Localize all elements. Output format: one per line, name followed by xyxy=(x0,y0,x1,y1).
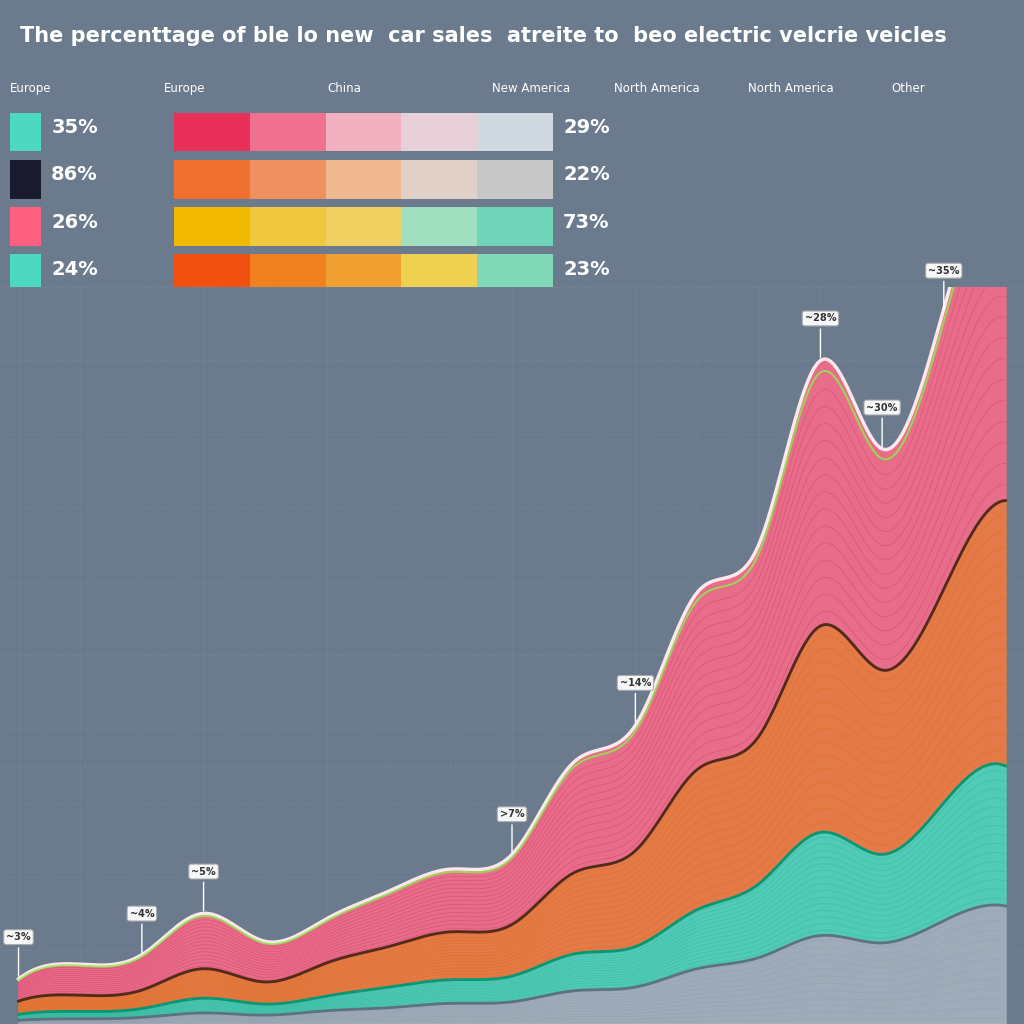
FancyBboxPatch shape xyxy=(174,113,250,152)
FancyBboxPatch shape xyxy=(326,160,401,199)
FancyBboxPatch shape xyxy=(250,160,326,199)
Text: North America: North America xyxy=(614,83,700,95)
Text: ~14%: ~14% xyxy=(620,678,651,722)
Text: 35%: 35% xyxy=(51,118,98,137)
FancyBboxPatch shape xyxy=(326,207,401,246)
FancyBboxPatch shape xyxy=(174,255,250,293)
FancyBboxPatch shape xyxy=(477,255,553,293)
FancyBboxPatch shape xyxy=(250,113,326,152)
Text: 26%: 26% xyxy=(51,213,98,231)
FancyBboxPatch shape xyxy=(250,255,326,293)
Text: China: China xyxy=(328,83,361,95)
FancyBboxPatch shape xyxy=(10,207,41,246)
Text: ~28%: ~28% xyxy=(805,313,837,357)
Text: 24%: 24% xyxy=(51,260,98,279)
FancyBboxPatch shape xyxy=(10,113,41,152)
Text: North America: North America xyxy=(748,83,834,95)
FancyBboxPatch shape xyxy=(401,207,477,246)
FancyBboxPatch shape xyxy=(326,113,401,152)
Text: ~30%: ~30% xyxy=(866,402,898,446)
FancyBboxPatch shape xyxy=(326,255,401,293)
Text: Europe: Europe xyxy=(10,83,52,95)
FancyBboxPatch shape xyxy=(477,113,553,152)
Text: The percenttage of ble lo new  car sales  atreite to  beo electric velcrie veicl: The percenttage of ble lo new car sales … xyxy=(20,26,947,46)
Text: Other: Other xyxy=(891,83,925,95)
FancyBboxPatch shape xyxy=(401,160,477,199)
FancyBboxPatch shape xyxy=(174,160,250,199)
FancyBboxPatch shape xyxy=(10,255,41,293)
FancyBboxPatch shape xyxy=(10,160,41,199)
FancyBboxPatch shape xyxy=(477,207,553,246)
FancyBboxPatch shape xyxy=(477,160,553,199)
Text: Europe: Europe xyxy=(164,83,206,95)
Text: ~35%: ~35% xyxy=(928,265,959,310)
Text: 86%: 86% xyxy=(51,166,98,184)
FancyBboxPatch shape xyxy=(401,255,477,293)
FancyBboxPatch shape xyxy=(401,113,477,152)
Text: >7%: >7% xyxy=(500,809,524,853)
Text: 22%: 22% xyxy=(563,166,610,184)
Text: 73%: 73% xyxy=(563,213,609,231)
Text: 23%: 23% xyxy=(563,260,610,279)
Text: New America: New America xyxy=(492,83,569,95)
Text: ~3%: ~3% xyxy=(6,932,31,976)
Text: 29%: 29% xyxy=(563,118,610,137)
Text: ~4%: ~4% xyxy=(130,908,155,952)
FancyBboxPatch shape xyxy=(174,207,250,246)
Text: ~5%: ~5% xyxy=(191,866,216,910)
FancyBboxPatch shape xyxy=(250,207,326,246)
